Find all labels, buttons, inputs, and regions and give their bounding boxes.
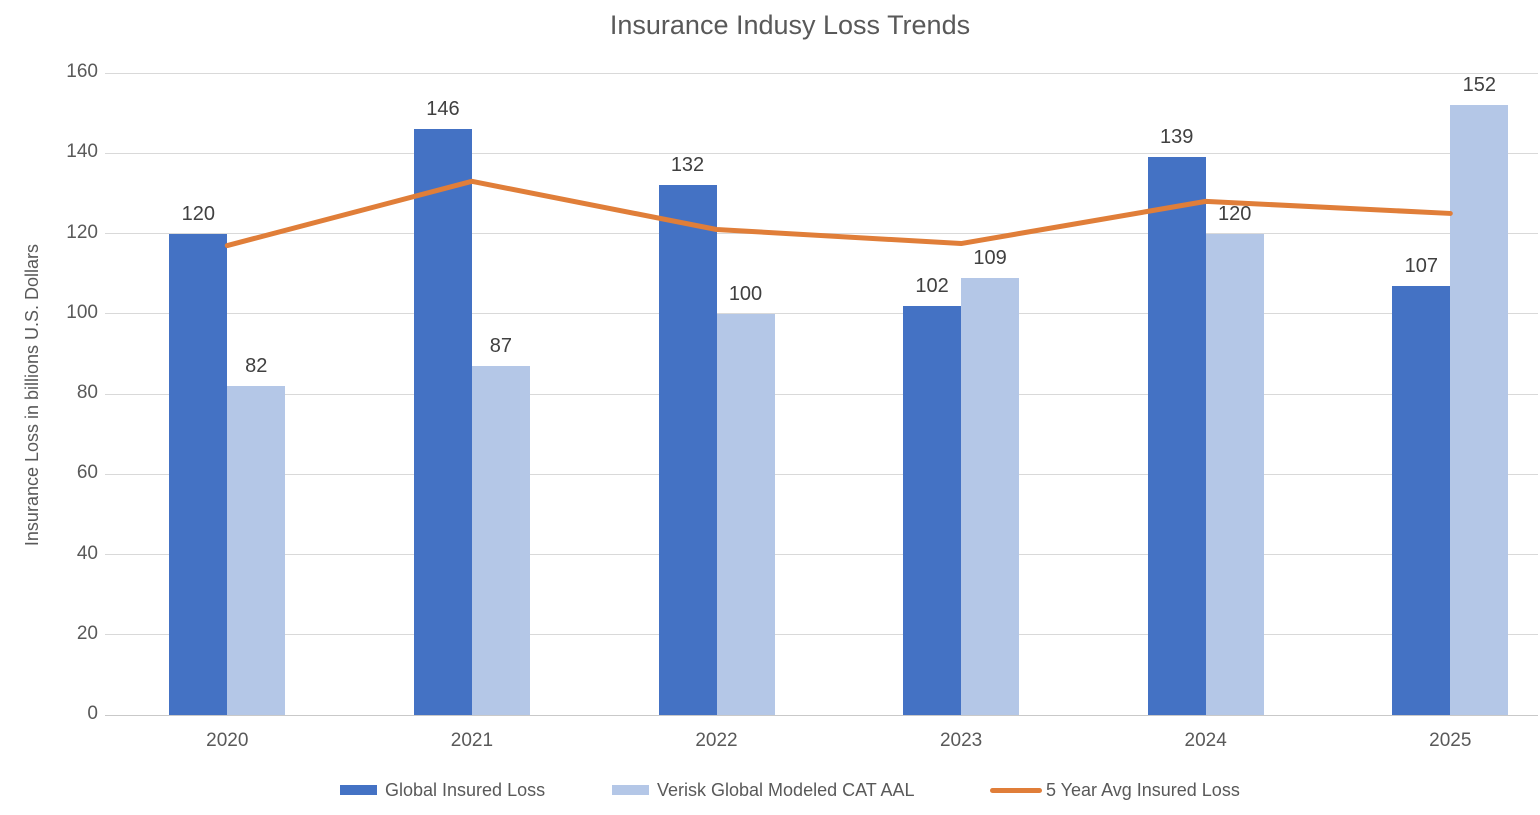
bar-global-insured-loss [1392,285,1451,715]
x-tick-label: 2022 [695,730,738,751]
gridline [105,554,1538,555]
bar-value-label: 109 [973,246,1007,269]
y-tick-label: 0 [87,703,98,724]
bar-value-label: 120 [1218,202,1252,225]
bar-global-insured-loss [413,129,472,715]
legend-swatch-global-insured-loss [340,785,377,795]
bar-value-label: 102 [915,274,949,297]
bar-global-insured-loss [1147,157,1206,715]
y-tick-label: 120 [66,221,98,243]
bar-value-label: 82 [245,354,268,377]
bar-verisk-cat-aal [961,277,1020,715]
gridline [105,313,1538,315]
legend: Global Insured Loss Verisk Global Modele… [0,778,1540,804]
x-tick-label: 2021 [450,730,494,751]
gridline [105,634,1538,636]
bar-global-insured-loss [903,305,962,715]
bar-value-label: 107 [1404,254,1438,277]
y-tick-label: 80 [76,382,98,403]
x-tick-label: 2024 [1184,730,1227,751]
legend-item-5yr-avg-insured-loss: 5 Year Avg Insured Loss [990,778,1240,802]
bar-value-label: 152 [1462,74,1496,97]
x-tick-label: 2023 [939,730,983,751]
gridline [105,233,1538,234]
bar-value-label: 146 [426,98,460,121]
legend-label-verisk-cat-aal: Verisk Global Modeled CAT AAL [657,779,915,800]
bar-global-insured-loss [169,233,228,715]
bar-value-label: 120 [181,202,215,225]
y-tick-label: 60 [76,462,98,484]
bar-verisk-cat-aal [227,385,286,715]
x-tick-label: 2020 [206,730,249,751]
legend-swatch-5yr-avg-insured-loss [990,787,1042,793]
bar-verisk-cat-aal [1450,105,1509,715]
legend-item-verisk-cat-aal: Verisk Global Modeled CAT AAL [612,778,914,802]
bar-verisk-cat-aal [471,365,530,715]
y-tick-label: 20 [76,622,98,644]
bar-value-label: 132 [670,154,705,177]
bar-value-label: 139 [1160,126,1194,149]
y-tick-label: 40 [76,542,98,564]
chart-title: Insurance Indusy Loss Trends [609,10,971,40]
bar-value-label: 100 [728,282,763,305]
legend-label-global-insured-loss: Global Insured Loss [385,779,546,800]
y-tick-label: 140 [66,141,98,163]
legend-swatch-verisk-cat-aal [612,785,649,795]
gridline [105,152,1538,154]
bar-verisk-cat-aal [716,313,775,715]
x-tick-label: 2025 [1429,730,1472,751]
bar-verisk-cat-aal [1205,233,1264,715]
gridline [105,393,1538,395]
gridline [105,473,1538,475]
legend-label-5yr-avg-insured-loss: 5 Year Avg Insured Loss [1046,779,1240,800]
gridline [105,72,1538,74]
x-axis-line [105,714,1538,716]
y-tick-label: 100 [66,301,98,323]
bar-value-label: 87 [489,334,513,357]
bar-global-insured-loss [658,185,717,715]
y-tick-label: 160 [66,61,98,82]
legend-item-global-insured-loss: Global Insured Loss [340,778,545,802]
